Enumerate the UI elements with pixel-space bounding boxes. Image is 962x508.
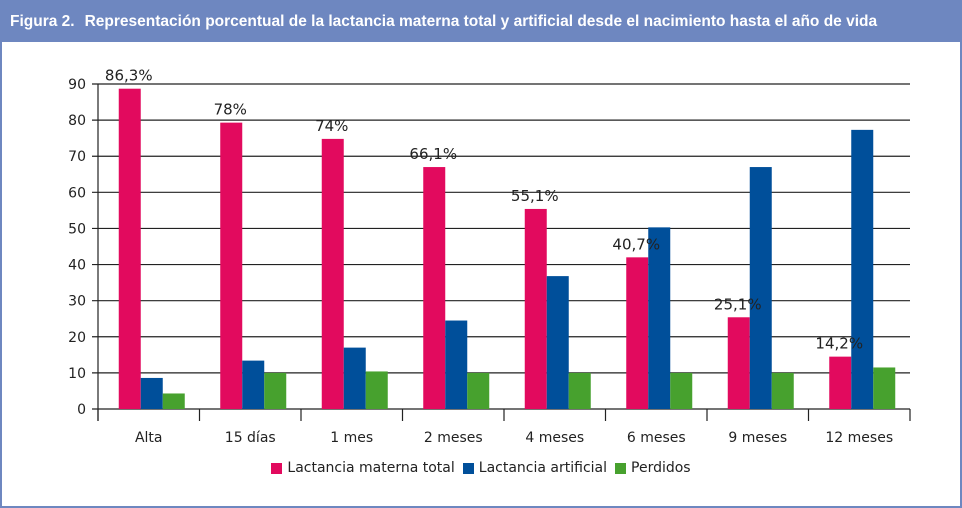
bar-lactancia-artificial	[749, 167, 772, 409]
bar-lactancia-artificial	[242, 360, 265, 409]
bar-lactancia-materna-total	[626, 257, 649, 409]
y-tick-label: 60	[68, 185, 86, 201]
bar-perdidos	[568, 372, 591, 409]
y-tick-label: 70	[68, 149, 86, 165]
y-tick-label: 90	[68, 77, 86, 93]
y-tick-label: 50	[68, 221, 86, 237]
data-label: 40,7%	[612, 235, 660, 253]
bar-lactancia-materna-total	[321, 138, 344, 409]
bar-lactancia-materna-total	[423, 167, 446, 409]
legend-swatch	[271, 462, 283, 474]
bar-lactancia-artificial	[546, 276, 569, 409]
y-tick-label: 10	[68, 366, 86, 382]
bar-lactancia-materna-total	[829, 356, 852, 409]
data-label: 14,2%	[815, 335, 863, 353]
y-tick-label: 20	[68, 330, 86, 346]
legend-item: Lactancia artificial	[462, 460, 608, 476]
data-label: 66,1%	[409, 145, 457, 163]
data-label: 25,1%	[714, 295, 762, 313]
data-label: 74%	[315, 117, 348, 135]
legend-item: Perdidos	[615, 460, 691, 476]
x-tick-label: 4 meses	[525, 430, 584, 446]
x-tick-label: Alta	[135, 430, 163, 446]
legend-label: Perdidos	[631, 460, 691, 476]
data-label: 86,3%	[105, 67, 153, 85]
data-label: 55,1%	[511, 187, 559, 205]
bar-lactancia-artificial	[851, 129, 874, 409]
y-tick-label: 40	[68, 258, 86, 274]
bar-lactancia-artificial	[445, 320, 468, 409]
legend-swatch	[615, 462, 627, 474]
bar-lactancia-materna-total	[220, 122, 243, 409]
bar-perdidos	[264, 372, 287, 409]
y-tick-label: 30	[68, 294, 86, 310]
x-tick-label: 15 días	[225, 430, 276, 446]
bar-lactancia-artificial	[343, 347, 366, 409]
legend-label: Lactancia materna total	[287, 460, 455, 476]
figure-title: Representación porcentual de la lactanci…	[84, 13, 878, 30]
x-tick-label: 9 meses	[728, 430, 787, 446]
bar-lactancia-artificial	[140, 377, 163, 409]
legend-item: Lactancia materna total	[271, 460, 455, 476]
bar-perdidos	[873, 367, 896, 409]
x-tick-label: 1 mes	[330, 430, 373, 446]
bar-lactancia-materna-total	[524, 208, 547, 409]
legend: Lactancia materna total Lactancia artific…	[2, 460, 960, 478]
legend-swatch	[462, 462, 474, 474]
figure-title-bar: Figura 2. Representación porcentual de la…	[2, 2, 960, 42]
y-tick-label: 80	[68, 113, 86, 129]
y-tick-label: 0	[77, 402, 86, 418]
bar-perdidos	[365, 371, 388, 409]
bar-perdidos	[162, 393, 185, 409]
figure-number: Figura 2.	[10, 13, 75, 30]
legend-label: Lactancia artificial	[478, 460, 608, 476]
bar-lactancia-materna-total	[727, 317, 750, 409]
x-tick-label: 12 meses	[825, 430, 893, 446]
bar-lactancia-artificial	[648, 227, 671, 409]
x-tick-label: 6 meses	[627, 430, 686, 446]
bar-perdidos	[670, 372, 693, 409]
data-label: 78%	[214, 101, 247, 119]
bar-perdidos	[467, 372, 490, 409]
bar-perdidos	[771, 372, 794, 409]
x-tick-label: 2 meses	[424, 430, 483, 446]
bar-lactancia-materna-total	[118, 88, 141, 409]
